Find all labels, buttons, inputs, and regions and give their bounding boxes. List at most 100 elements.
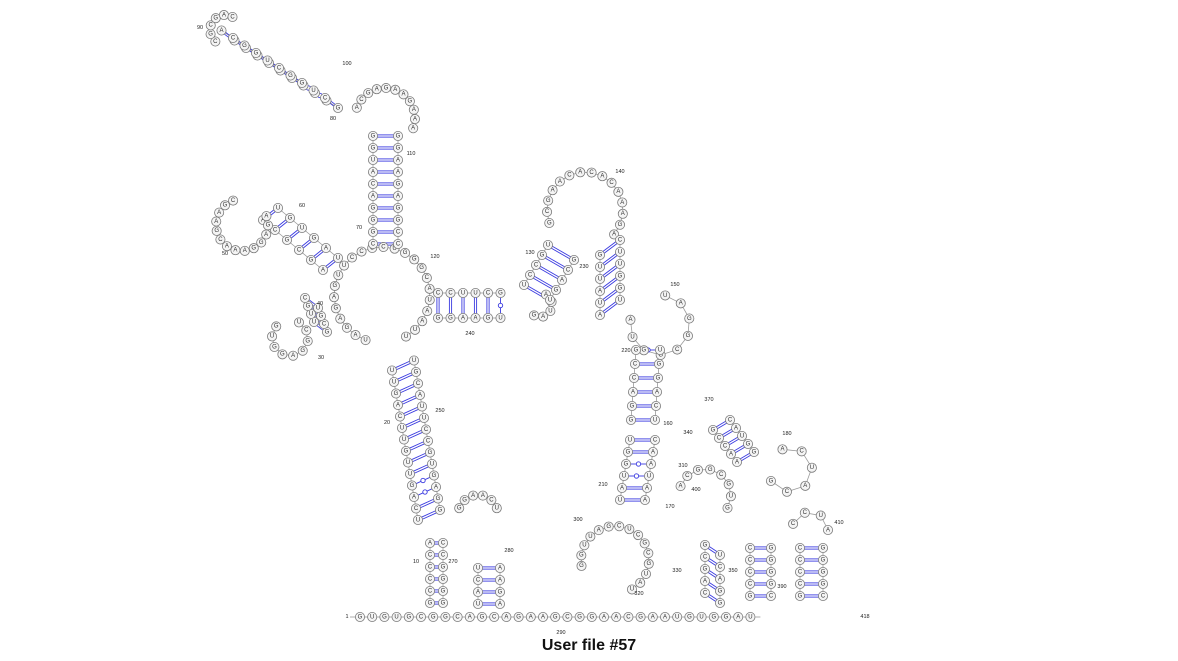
svg-text:A: A — [679, 483, 683, 489]
h-right-long-a-nt: U — [595, 297, 606, 308]
svg-text:G: G — [428, 600, 433, 606]
svg-text:300: 300 — [573, 517, 582, 523]
h-center-stem-nt: G — [700, 564, 711, 575]
svg-text:C: C — [723, 443, 728, 449]
h-370-nt: A — [726, 448, 737, 459]
h-trunk-nt: A — [408, 491, 419, 502]
svg-text:A: A — [371, 193, 375, 199]
svg-text:1: 1 — [345, 614, 348, 620]
position-label: 418 — [860, 614, 869, 620]
svg-text:A: A — [396, 193, 400, 199]
h-trunk-nt: G — [390, 388, 401, 399]
svg-text:A: A — [558, 179, 562, 185]
h-left-mid-nt: G — [281, 234, 292, 245]
h-right-interior-nt: U — [495, 312, 506, 323]
h-390-nt: C — [745, 579, 756, 590]
hairpin-50-nt: G — [211, 225, 222, 236]
h-right-upper-nt: U — [519, 279, 530, 290]
hairpin-180-nt: A — [777, 444, 788, 455]
svg-text:A: A — [598, 288, 602, 294]
svg-text:G: G — [254, 50, 259, 56]
svg-text:350: 350 — [728, 568, 737, 574]
watson-crick-pair-line — [412, 454, 427, 463]
h-top-stem-nt: G — [367, 214, 378, 225]
svg-text:U: U — [430, 461, 434, 467]
watson-crick-pair-line — [414, 466, 429, 474]
svg-text:A: A — [498, 577, 502, 583]
hairpin-110-loop-nt: G — [404, 96, 415, 107]
svg-text:A: A — [620, 200, 624, 206]
h-390-nt: G — [766, 543, 777, 554]
watson-crick-pair-line — [604, 279, 618, 290]
watson-crick-pair-line — [707, 572, 716, 578]
loop-340-nt: C — [682, 470, 693, 481]
h-bottom-mid-nt: G — [494, 587, 505, 598]
multiloop-center-nt: U — [410, 324, 421, 335]
svg-text:G: G — [553, 614, 558, 620]
hairpin-50-nt: C — [215, 234, 226, 245]
h-top-arm-nt: G — [250, 48, 261, 59]
loop-340-nt: C — [716, 469, 727, 480]
hairpin-90-nt: C — [205, 20, 216, 31]
position-label: 20 — [384, 420, 390, 426]
h-bottom-left-nt: G — [424, 598, 435, 609]
svg-text:C: C — [489, 497, 494, 503]
h-trunk-nt: C — [410, 503, 421, 514]
svg-text:G: G — [658, 352, 663, 358]
svg-text:G: G — [711, 614, 716, 620]
svg-text:G: G — [516, 614, 521, 620]
svg-text:C: C — [436, 290, 441, 296]
svg-text:U: U — [718, 552, 722, 558]
h-top-stem-nt: C — [367, 178, 378, 189]
watson-crick-pair-line — [421, 510, 436, 518]
svg-text:G: G — [333, 283, 338, 289]
svg-text:C: C — [476, 577, 481, 583]
baseline-nt: G — [379, 612, 390, 623]
watson-crick-pair-line — [602, 277, 616, 288]
baseline-nt: G — [354, 612, 365, 623]
h-center-stem-nt: A — [715, 574, 726, 585]
multiloop-300-nt: U — [579, 540, 590, 551]
multiloop-300-nt: G — [603, 521, 614, 532]
svg-text:G: G — [703, 566, 708, 572]
h-390-nt: C — [745, 567, 756, 578]
svg-text:G: G — [718, 588, 723, 594]
h-top-stem-nt: C — [392, 238, 403, 249]
hairpin-410-nt: U — [815, 510, 826, 521]
h-bottom-mid-nt: U — [472, 563, 483, 574]
svg-text:G: G — [726, 482, 731, 488]
svg-text:U: U — [311, 88, 315, 94]
h-right-long-c-nt: U — [644, 470, 655, 481]
svg-text:A: A — [420, 318, 424, 324]
position-label: 130 — [525, 250, 534, 256]
svg-text:140: 140 — [615, 169, 624, 175]
svg-text:G: G — [769, 545, 774, 551]
svg-text:A: A — [600, 173, 604, 179]
hairpin-30-nt: U — [267, 331, 278, 342]
svg-text:G: G — [441, 564, 446, 570]
h-right-upper-nt: U — [543, 239, 554, 250]
h-top-arm-nt: G — [285, 70, 296, 81]
svg-text:A: A — [498, 601, 502, 607]
svg-text:G: G — [259, 240, 264, 246]
svg-text:G: G — [336, 105, 341, 111]
h-right-long-a-nt: U — [595, 261, 606, 272]
baseline-nt: G — [440, 612, 451, 623]
position-label: 280 — [504, 548, 513, 554]
svg-text:G: G — [748, 593, 753, 599]
svg-text:C: C — [566, 267, 571, 273]
svg-text:U: U — [675, 614, 679, 620]
multiloop-center-nt: G — [409, 254, 420, 265]
svg-text:U: U — [630, 587, 634, 593]
svg-text:A: A — [222, 12, 226, 18]
watson-crick-pair-line — [709, 594, 718, 600]
h-trunk-nt: G — [400, 445, 411, 456]
h-trunk-nt: G — [434, 504, 445, 515]
multiloop-300-nt: A — [635, 577, 646, 588]
svg-text:C: C — [567, 173, 572, 179]
svg-text:A: A — [616, 189, 620, 195]
h-right-long-b-nt: G — [631, 344, 642, 355]
svg-text:G: G — [821, 581, 826, 587]
svg-text:A: A — [529, 614, 533, 620]
multiloop-300-nt: G — [576, 550, 587, 561]
